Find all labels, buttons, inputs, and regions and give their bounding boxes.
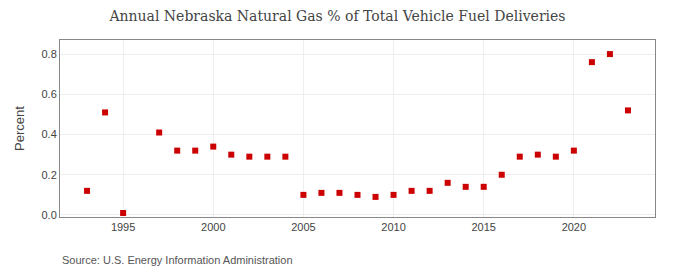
svg-text:2000: 2000 bbox=[201, 221, 225, 233]
svg-text:0.8: 0.8 bbox=[42, 48, 57, 60]
svg-text:1995: 1995 bbox=[111, 221, 135, 233]
svg-text:0.2: 0.2 bbox=[42, 169, 57, 181]
svg-text:2015: 2015 bbox=[471, 221, 495, 233]
svg-text:2005: 2005 bbox=[291, 221, 315, 233]
svg-text:0.6: 0.6 bbox=[42, 88, 57, 100]
svg-text:0.0: 0.0 bbox=[42, 209, 57, 221]
svg-text:Percent: Percent bbox=[12, 106, 27, 151]
svg-text:2020: 2020 bbox=[562, 221, 586, 233]
svg-text:Annual Nebraska Natural Gas %: Annual Nebraska Natural Gas % of Total V… bbox=[108, 8, 565, 24]
svg-text:Source: U.S. Energy Informatio: Source: U.S. Energy Information Administ… bbox=[62, 254, 293, 266]
svg-text:2010: 2010 bbox=[381, 221, 405, 233]
svg-text:0.4: 0.4 bbox=[42, 128, 57, 140]
